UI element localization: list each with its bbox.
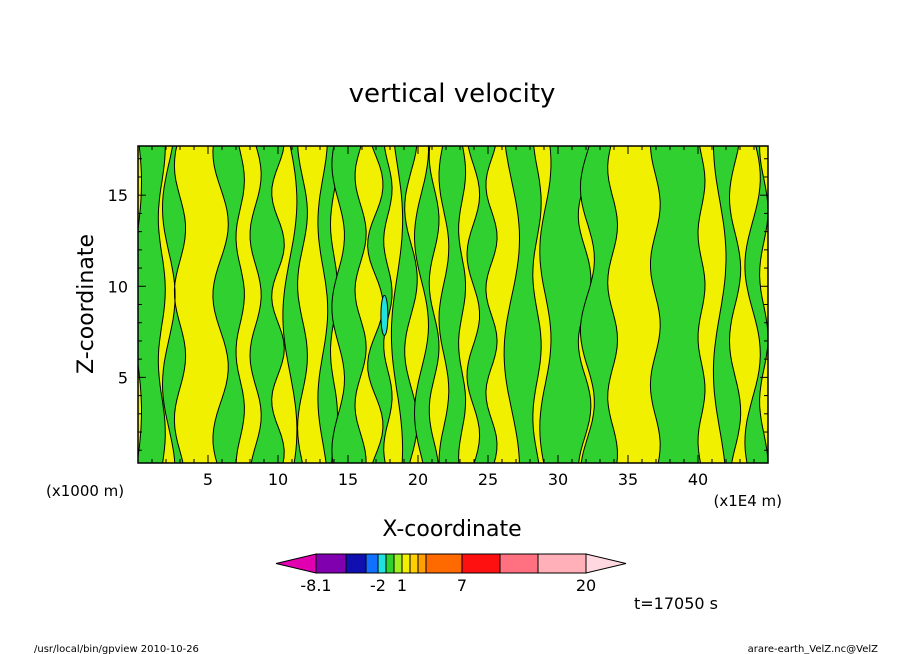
x-tick-label: 25 bbox=[478, 470, 498, 489]
y-tick-label: 5 bbox=[118, 368, 128, 387]
colorbar-arrow-left bbox=[275, 553, 317, 574]
x-scale-note: (x1E4 m) bbox=[713, 492, 782, 510]
footer-right: arare-earth_VelZ.nc@VelZ bbox=[748, 644, 879, 654]
contour-band bbox=[712, 146, 742, 463]
contour-band bbox=[249, 146, 285, 463]
contour-band bbox=[579, 146, 619, 463]
colorbar-segment bbox=[315, 553, 347, 574]
colorbar-segment bbox=[393, 553, 403, 574]
contour-band bbox=[161, 146, 187, 463]
colorbar-segment bbox=[417, 553, 427, 574]
x-tick-label: 15 bbox=[338, 470, 358, 489]
colorbar-tick-label: -2 bbox=[370, 576, 386, 595]
colorbar-tick-label: 1 bbox=[397, 576, 407, 595]
colorbar-segment bbox=[425, 553, 463, 574]
contour-plot-area bbox=[138, 146, 768, 463]
contour-band bbox=[331, 146, 367, 463]
colorbar-segment bbox=[461, 553, 501, 574]
y-tick-label: 15 bbox=[108, 186, 128, 205]
colorbar-segment bbox=[409, 553, 419, 574]
colorbar bbox=[275, 553, 627, 574]
colorbar-segment bbox=[537, 553, 587, 574]
x-tick-label: 5 bbox=[203, 470, 213, 489]
contour-band bbox=[212, 146, 245, 463]
contour-band bbox=[438, 146, 467, 463]
contour-band bbox=[744, 146, 768, 463]
contour-band bbox=[413, 146, 440, 463]
x-tick-label: 40 bbox=[688, 470, 708, 489]
x-axis-label: X-coordinate bbox=[382, 517, 521, 542]
x-tick-label: 35 bbox=[618, 470, 638, 489]
contour-band bbox=[282, 146, 308, 463]
colorbar-tick-label: 7 bbox=[457, 576, 467, 595]
footer-left: /usr/local/bin/gpview 2010-10-26 bbox=[34, 644, 199, 654]
negative-cell bbox=[380, 294, 389, 336]
y-tick-label: 10 bbox=[108, 277, 128, 296]
x-tick-label: 20 bbox=[408, 470, 428, 489]
contour-band bbox=[503, 146, 542, 463]
chart-title: vertical velocity bbox=[349, 79, 556, 109]
colorbar-arrow-right bbox=[585, 553, 627, 574]
x-tick-label: 30 bbox=[548, 470, 568, 489]
colorbar-segment bbox=[345, 553, 367, 574]
time-label: t=17050 s bbox=[634, 594, 718, 613]
colorbar-segment bbox=[365, 553, 379, 574]
colorbar-tick-label: -8.1 bbox=[300, 576, 331, 595]
colorbar-segment bbox=[385, 553, 395, 574]
contour-band bbox=[390, 146, 418, 463]
contour-band bbox=[649, 146, 706, 463]
y-scale-note: (x1000 m) bbox=[46, 482, 124, 500]
colorbar-segment bbox=[499, 553, 539, 574]
contour-band bbox=[317, 146, 339, 463]
contour-band bbox=[539, 146, 592, 463]
x-tick-label: 10 bbox=[268, 470, 288, 489]
contour-band bbox=[367, 146, 393, 463]
colorbar-segment bbox=[401, 553, 411, 574]
colorbar-segment bbox=[377, 553, 387, 574]
y-axis-label: Z-coordinate bbox=[74, 234, 99, 374]
contour-band bbox=[138, 146, 166, 463]
colorbar-tick-label: 20 bbox=[576, 576, 596, 595]
contour-band bbox=[466, 146, 498, 463]
